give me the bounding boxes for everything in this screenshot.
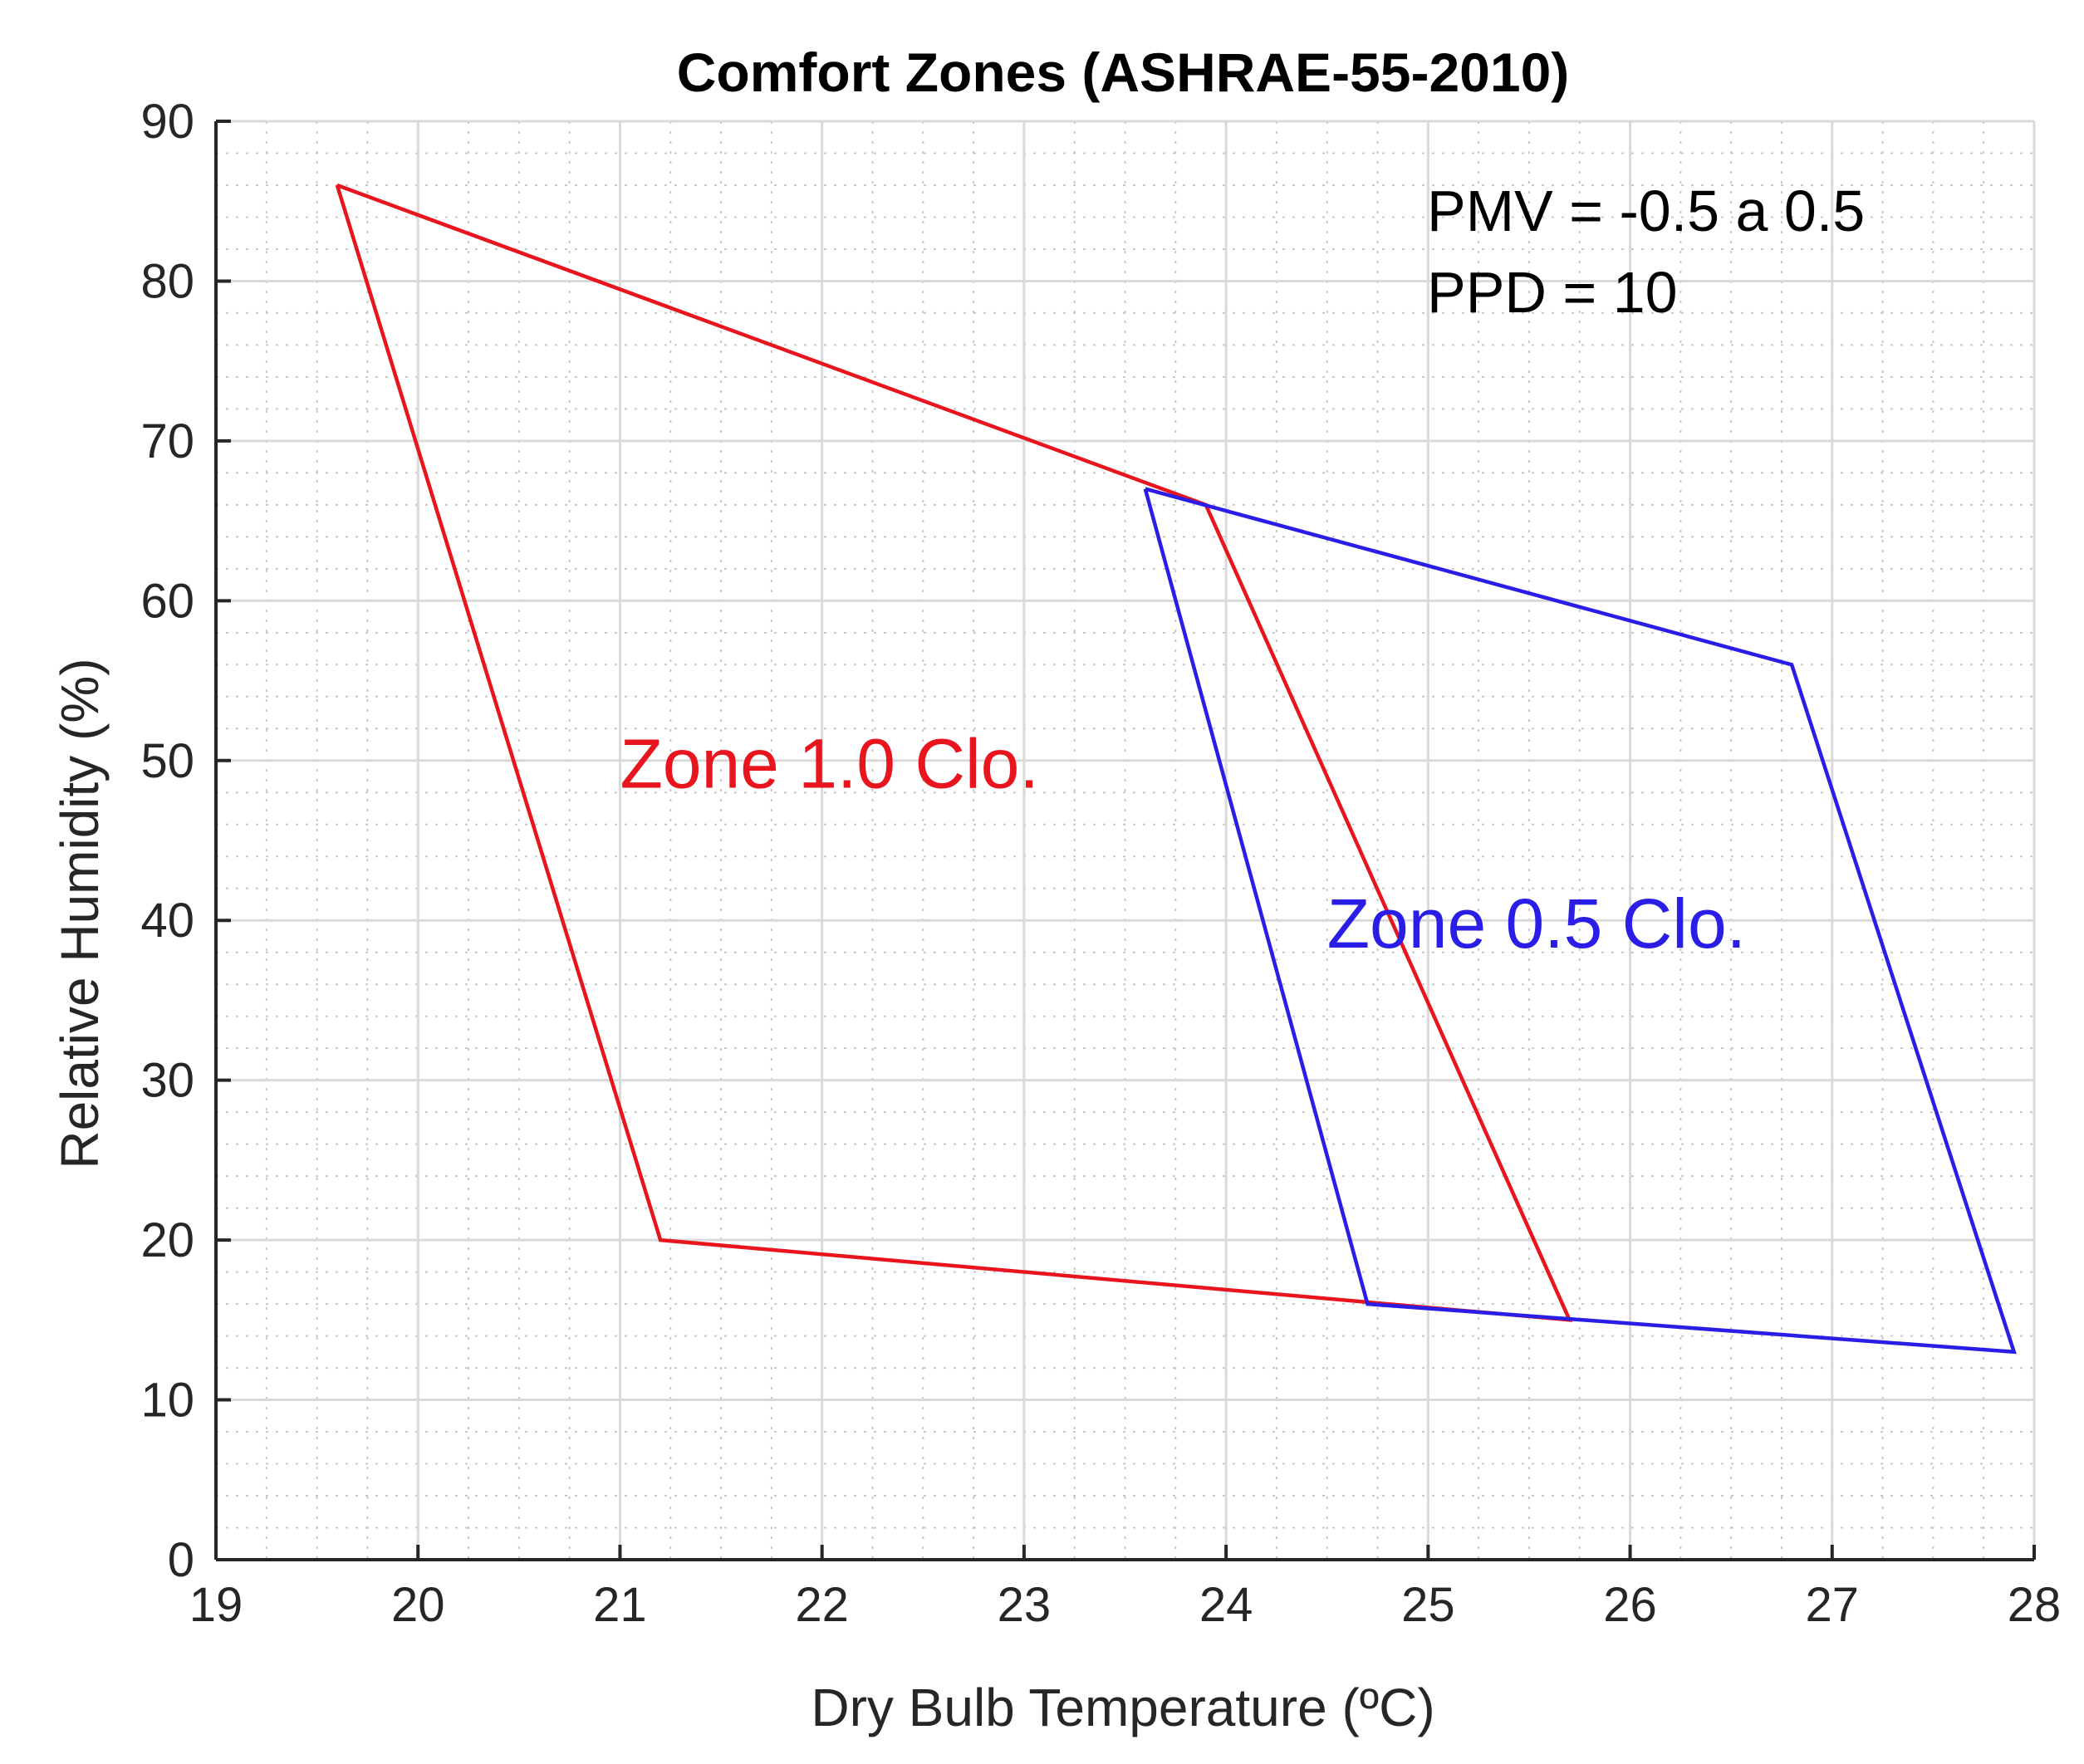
tick-labels: 19 20 21 22 23 24 25 26 27 28 0 10 20 30 40 50 60 70 80 90: [140, 95, 2061, 1632]
x-tick-label: 25: [1401, 1578, 1455, 1632]
series-labels: Zone 1.0 Clo. Zone 0.5 Clo.: [620, 724, 1746, 962]
y-axis-label: Relative Humidity (%): [50, 658, 110, 1169]
y-tick-label: 40: [140, 894, 194, 948]
series-layer: [335, 183, 2017, 1355]
x-tick-label: 21: [593, 1578, 647, 1632]
x-tick-label: 20: [391, 1578, 445, 1632]
y-tick-label: 10: [140, 1374, 194, 1428]
axes-layer: [214, 120, 2036, 1561]
x-tick-label: 19: [189, 1578, 243, 1632]
x-tick-label: 23: [998, 1578, 1052, 1632]
y-tick-label: 80: [140, 254, 194, 308]
y-tick-label: 60: [140, 574, 194, 628]
series-label-zone-0-5-clo: Zone 0.5 Clo.: [1327, 884, 1746, 963]
x-tick-label: 22: [795, 1578, 849, 1632]
x-tick-label: 28: [2008, 1578, 2062, 1632]
x-axis-label: Dry Bulb Temperature (ºC): [811, 1678, 1434, 1737]
series-label-zone-1-0-clo: Zone 1.0 Clo.: [620, 724, 1038, 802]
annotation-ppd: PPD = 10: [1427, 260, 1678, 325]
y-tick-label: 50: [140, 734, 194, 788]
y-tick-label: 0: [168, 1533, 194, 1587]
x-tick-label: 26: [1603, 1578, 1657, 1632]
series-line-zone-0-5-clo: [1143, 487, 2017, 1355]
minor-grid: [216, 121, 2034, 1560]
y-tick-label: 90: [140, 95, 194, 149]
chart-title: Comfort Zones (ASHRAE-55-2010): [677, 42, 1570, 103]
y-tick-label: 30: [140, 1054, 194, 1108]
y-tick-label: 20: [140, 1213, 194, 1267]
annotation-pmv: PMV = -0.5 a 0.5: [1427, 179, 1865, 243]
y-tick-label: 70: [140, 414, 194, 468]
major-grid: [214, 120, 2036, 1561]
x-tick-label: 24: [1199, 1578, 1253, 1632]
x-tick-label: 27: [1806, 1578, 1860, 1632]
